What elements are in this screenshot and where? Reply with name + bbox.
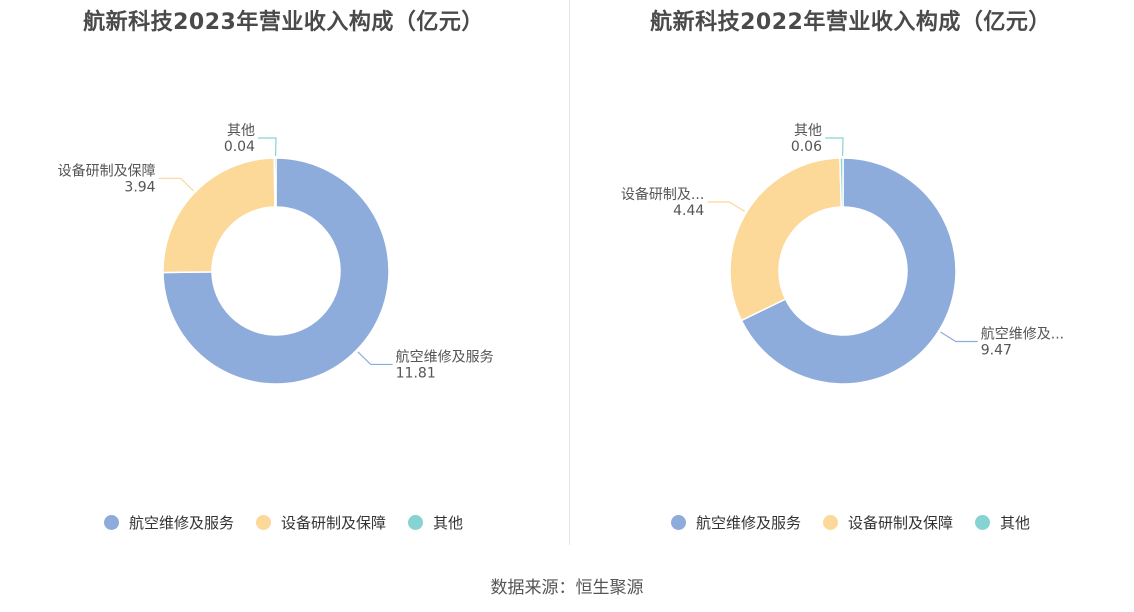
callout-line-equipment-development bbox=[707, 201, 745, 212]
legend-label: 设备研制及保障 bbox=[847, 514, 953, 532]
legend-item-equipment-development[interactable]: 设备研制及保障 bbox=[822, 512, 953, 533]
legend-item-aviation-maintenance[interactable]: 航空维修及服务 bbox=[670, 512, 801, 533]
legend-2022: 航空维修及服务 设备研制及保障 其他 bbox=[567, 512, 1134, 533]
legend-dot-icon bbox=[822, 515, 838, 530]
callout-label-equipment-development: 设备研制及保障 bbox=[58, 162, 156, 179]
legend-dot-icon bbox=[408, 515, 423, 530]
callout-line-other bbox=[258, 137, 277, 157]
legend-dot-icon bbox=[255, 515, 271, 530]
callout-label-aviation-maintenance: 航空维修及服务 bbox=[396, 349, 494, 365]
callout-value-equipment-development: 4.44 bbox=[673, 203, 704, 219]
callout-label-other: 其他 bbox=[794, 123, 822, 139]
legend-label: 其他 bbox=[433, 514, 464, 532]
legend-item-other[interactable]: 其他 bbox=[408, 512, 463, 533]
legend-item-other[interactable]: 其他 bbox=[975, 512, 1030, 533]
callout-line-equipment-development bbox=[158, 177, 194, 192]
callout-label-equipment-development: 设备研制及... bbox=[621, 186, 704, 203]
callout-value-other: 0.06 bbox=[791, 139, 822, 155]
donut-slice-equipment-development[interactable] bbox=[162, 157, 276, 274]
legend-label: 设备研制及保障 bbox=[280, 514, 386, 532]
callout-label-other: 其他 bbox=[227, 123, 255, 139]
callout-value-aviation-maintenance: 11.81 bbox=[396, 365, 436, 381]
legend-2023: 航空维修及服务 设备研制及保障 其他 bbox=[0, 512, 567, 533]
panel-divider bbox=[569, 0, 570, 545]
callout-value-equipment-development: 3.94 bbox=[124, 179, 155, 195]
donut-slice-aviation-maintenance[interactable] bbox=[162, 157, 390, 385]
legend-label: 航空维修及服务 bbox=[695, 514, 801, 532]
legend-label: 航空维修及服务 bbox=[128, 514, 234, 532]
data-source: 数据来源：恒生聚源 bbox=[490, 578, 644, 598]
donut-chart-2022: 航空维修及...9.47 设备研制及...4.44 其他0.06 bbox=[621, 123, 1064, 385]
donut-slice-other[interactable] bbox=[839, 157, 844, 208]
callout-line-other bbox=[825, 137, 844, 157]
chart-title-2022: 航新科技2022年营业收入构成（亿元） bbox=[650, 10, 1051, 35]
legend-item-aviation-maintenance[interactable]: 航空维修及服务 bbox=[103, 512, 234, 533]
callout-label-aviation-maintenance: 航空维修及... bbox=[981, 327, 1064, 343]
donut-slice-other[interactable] bbox=[273, 157, 277, 208]
legend-dot-icon bbox=[975, 515, 990, 530]
callout-line-aviation-maintenance bbox=[357, 351, 393, 366]
legend-dot-icon bbox=[103, 515, 119, 530]
callout-value-aviation-maintenance: 9.47 bbox=[981, 343, 1012, 359]
legend-label: 其他 bbox=[1000, 514, 1031, 532]
chart-2023: 航新科技2023年营业收入构成（亿元） 航空维修及服务 11.81 设备研制及保障 3… bbox=[0, 0, 567, 560]
chart-2022: 航新科技2022年营业收入构成（亿元） 航空维修及... 9.47 设备研制及...… bbox=[567, 0, 1134, 560]
callout-line-aviation-maintenance bbox=[940, 331, 978, 343]
chart-title-2023: 航新科技2023年营业收入构成（亿元） bbox=[83, 10, 484, 35]
legend-item-equipment-development[interactable]: 设备研制及保障 bbox=[255, 512, 386, 533]
legend-dot-icon bbox=[670, 515, 686, 530]
donut-slice-aviation-maintenance[interactable] bbox=[740, 157, 957, 385]
donut-slice-equipment-development[interactable] bbox=[729, 157, 843, 322]
callout-value-other: 0.04 bbox=[224, 139, 255, 155]
